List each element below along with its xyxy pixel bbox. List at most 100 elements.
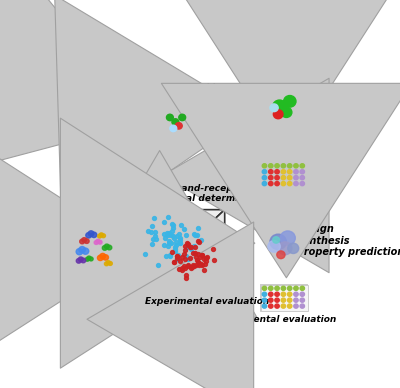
Circle shape: [275, 292, 279, 296]
Circle shape: [192, 132, 198, 138]
Circle shape: [275, 164, 279, 168]
Point: [185, 262, 191, 268]
Circle shape: [172, 119, 179, 125]
Circle shape: [268, 286, 273, 290]
Point: [190, 243, 197, 249]
Point: [165, 243, 171, 249]
Point: [185, 256, 191, 262]
Point: [194, 257, 200, 263]
Point: [177, 240, 184, 246]
Point: [196, 239, 202, 245]
Ellipse shape: [80, 262, 110, 270]
Circle shape: [166, 114, 173, 121]
Point: [198, 237, 204, 244]
Point: [195, 238, 201, 244]
Point: [182, 243, 188, 249]
Point: [191, 231, 197, 237]
Circle shape: [179, 114, 186, 121]
Circle shape: [165, 132, 171, 138]
Circle shape: [87, 256, 91, 260]
Point: [186, 255, 193, 261]
Point: [172, 244, 178, 250]
Circle shape: [268, 176, 273, 180]
Circle shape: [170, 125, 177, 132]
Circle shape: [278, 242, 292, 255]
Point: [195, 225, 202, 231]
Circle shape: [168, 130, 174, 136]
Polygon shape: [211, 210, 225, 274]
Text: Synthesis: Synthesis: [258, 82, 311, 92]
Circle shape: [158, 133, 164, 138]
Circle shape: [284, 95, 296, 107]
Point: [193, 262, 199, 268]
Text: Design
Synthesis
Property prediction: Design Synthesis Property prediction: [297, 224, 400, 257]
Point: [175, 252, 181, 258]
Point: [170, 234, 177, 241]
Circle shape: [175, 123, 182, 129]
Circle shape: [262, 292, 267, 296]
Circle shape: [288, 164, 292, 168]
Point: [168, 240, 174, 246]
Point: [195, 251, 202, 257]
Point: [169, 228, 175, 234]
Text: Databases: Databases: [55, 123, 113, 133]
Text: Molecular target: Molecular target: [62, 182, 154, 192]
Point: [166, 238, 173, 244]
Point: [168, 221, 175, 227]
Circle shape: [154, 131, 161, 137]
Bar: [261, 162, 308, 189]
Polygon shape: [149, 210, 225, 223]
Point: [161, 242, 167, 248]
Point: [192, 232, 198, 238]
Circle shape: [185, 133, 192, 139]
Text: Experimental evaluation: Experimental evaluation: [146, 297, 270, 307]
Point: [177, 239, 183, 246]
Circle shape: [189, 133, 195, 139]
Circle shape: [102, 246, 107, 250]
Point: [178, 265, 185, 271]
Ellipse shape: [80, 239, 110, 247]
Text: Experimental evaluation: Experimental evaluation: [212, 193, 336, 202]
Circle shape: [300, 164, 304, 168]
Point: [191, 263, 197, 270]
Point: [173, 242, 180, 248]
Circle shape: [280, 231, 295, 245]
Circle shape: [178, 129, 185, 135]
Circle shape: [101, 234, 106, 238]
Point: [204, 253, 210, 260]
Circle shape: [270, 234, 286, 249]
Point: [174, 255, 181, 261]
Point: [170, 222, 176, 228]
Point: [194, 232, 200, 238]
Point: [201, 256, 208, 262]
Point: [174, 255, 180, 262]
Point: [198, 261, 204, 267]
Circle shape: [268, 164, 273, 168]
Text: Experimental evaluation: Experimental evaluation: [212, 315, 336, 324]
Circle shape: [89, 257, 93, 261]
Point: [155, 262, 162, 268]
Circle shape: [262, 170, 267, 174]
Circle shape: [281, 292, 286, 296]
Point: [197, 254, 204, 260]
Point: [142, 251, 148, 257]
Circle shape: [281, 176, 286, 180]
Point: [164, 213, 171, 220]
Ellipse shape: [70, 95, 99, 97]
Circle shape: [281, 286, 286, 290]
Circle shape: [268, 170, 273, 174]
Point: [182, 256, 188, 263]
Circle shape: [277, 251, 285, 259]
Bar: [70, 105, 99, 110]
Circle shape: [182, 131, 188, 137]
Point: [192, 244, 198, 250]
Bar: [155, 108, 208, 145]
Point: [203, 255, 209, 261]
Circle shape: [288, 304, 292, 308]
Point: [148, 223, 155, 230]
Circle shape: [300, 170, 304, 174]
Circle shape: [268, 304, 273, 308]
Point: [165, 241, 172, 247]
Point: [151, 215, 158, 221]
Point: [152, 236, 159, 242]
